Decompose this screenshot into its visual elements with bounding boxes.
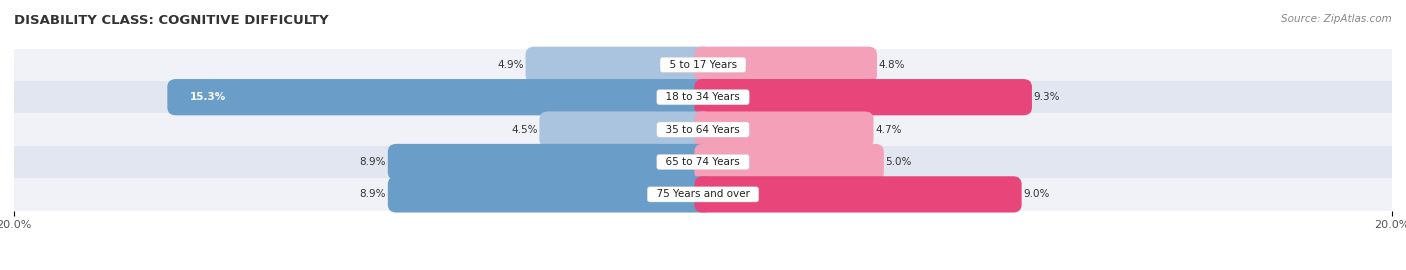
FancyBboxPatch shape: [695, 112, 873, 148]
FancyBboxPatch shape: [695, 144, 884, 180]
Bar: [14, 178, 1392, 211]
Text: 65 to 74 Years: 65 to 74 Years: [659, 157, 747, 167]
Text: 4.7%: 4.7%: [875, 124, 901, 135]
FancyBboxPatch shape: [388, 176, 711, 212]
Text: 4.8%: 4.8%: [879, 60, 905, 70]
Bar: [14, 81, 1392, 113]
FancyBboxPatch shape: [695, 47, 877, 83]
Text: 75 Years and over: 75 Years and over: [650, 189, 756, 200]
Text: DISABILITY CLASS: COGNITIVE DIFFICULTY: DISABILITY CLASS: COGNITIVE DIFFICULTY: [14, 14, 329, 26]
Text: 4.9%: 4.9%: [498, 60, 524, 70]
Text: Source: ZipAtlas.com: Source: ZipAtlas.com: [1281, 14, 1392, 23]
Bar: [14, 146, 1392, 178]
Text: 9.3%: 9.3%: [1033, 92, 1060, 102]
Text: 5 to 17 Years: 5 to 17 Years: [662, 60, 744, 70]
FancyBboxPatch shape: [388, 144, 711, 180]
Bar: [14, 113, 1392, 146]
Text: 18 to 34 Years: 18 to 34 Years: [659, 92, 747, 102]
FancyBboxPatch shape: [695, 176, 1022, 212]
Text: 4.5%: 4.5%: [512, 124, 537, 135]
Text: 35 to 64 Years: 35 to 64 Years: [659, 124, 747, 135]
Text: 5.0%: 5.0%: [886, 157, 912, 167]
Text: 9.0%: 9.0%: [1024, 189, 1050, 200]
FancyBboxPatch shape: [695, 79, 1032, 115]
Text: 15.3%: 15.3%: [190, 92, 226, 102]
FancyBboxPatch shape: [540, 112, 711, 148]
Text: 8.9%: 8.9%: [360, 157, 387, 167]
Text: 8.9%: 8.9%: [360, 189, 387, 200]
FancyBboxPatch shape: [167, 79, 711, 115]
Bar: [14, 49, 1392, 81]
FancyBboxPatch shape: [526, 47, 711, 83]
